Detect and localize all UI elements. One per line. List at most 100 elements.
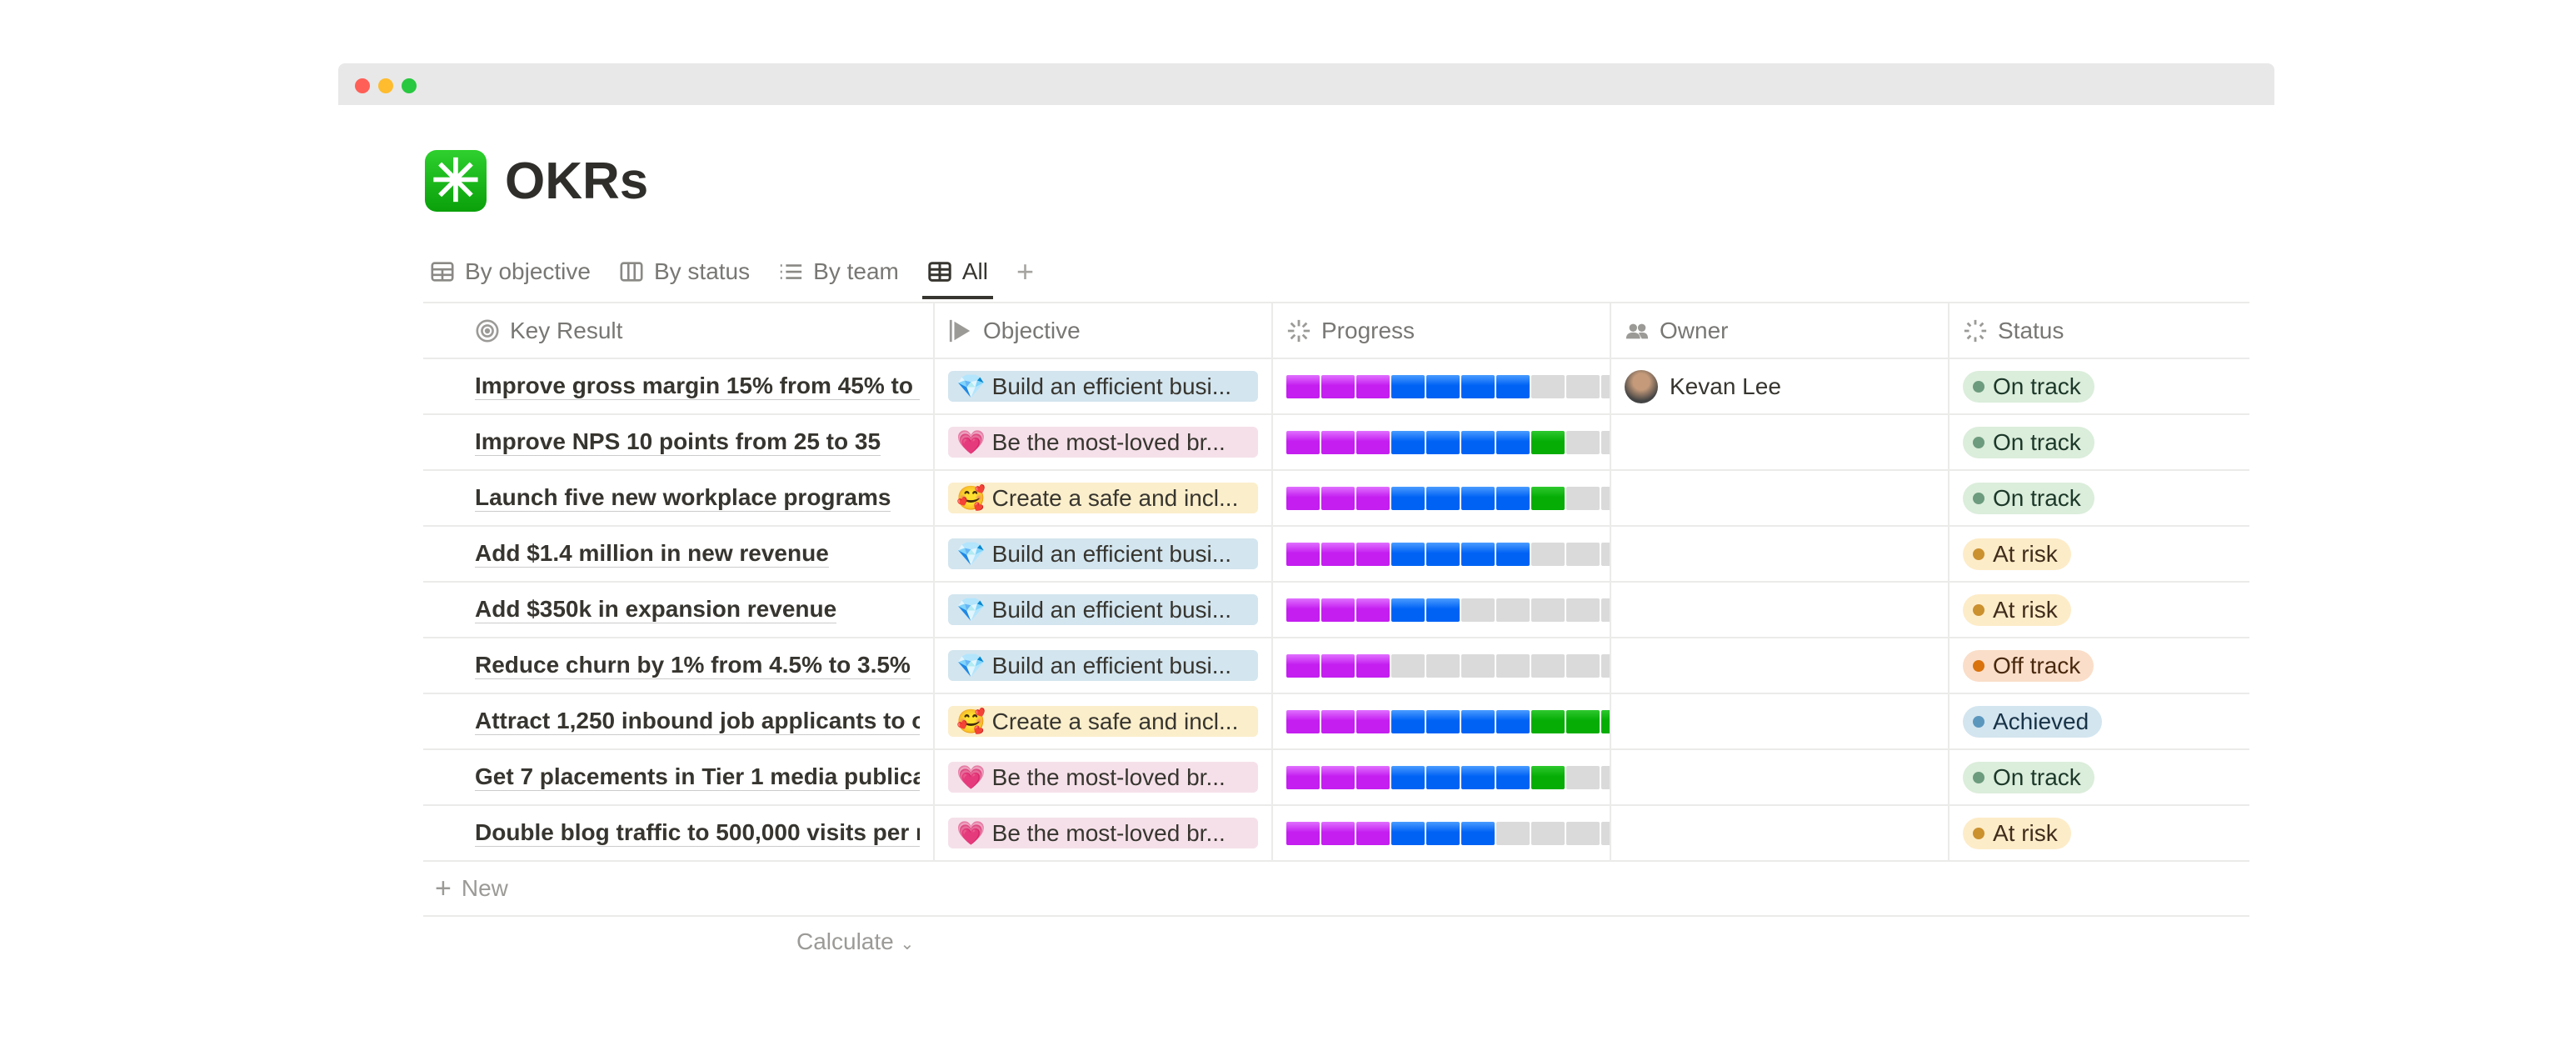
progress-block (1496, 374, 1530, 398)
objective-cell[interactable]: 🥰 Create a safe and incl... (935, 694, 1273, 748)
status-cell[interactable]: At risk (1949, 527, 2249, 581)
key-result-cell[interactable]: Get 7 placements in Tier 1 media publica… (423, 750, 935, 804)
table-row[interactable]: Improve NPS 10 points from 25 to 35 💗 Be… (423, 415, 2249, 471)
status-cell[interactable]: At risk (1949, 806, 2249, 860)
table-row[interactable]: Get 7 placements in Tier 1 media publica… (423, 750, 2249, 806)
status-badge[interactable]: On track (1963, 426, 2094, 458)
key-result-title[interactable]: Improve gross margin 15% from 45% to 60% (475, 373, 920, 400)
status-badge[interactable]: At risk (1963, 817, 2071, 849)
progress-block (1321, 709, 1355, 733)
key-result-cell[interactable]: Launch five new workplace programs (423, 471, 935, 525)
owner-cell[interactable] (1611, 415, 1949, 469)
key-result-cell[interactable]: Double blog traffic to 500,000 visits pe… (423, 806, 935, 860)
objective-relation-tag[interactable]: 💎 Build an efficient busi... (948, 538, 1258, 569)
page-title[interactable]: OKRs (505, 152, 649, 210)
relation-arrow-icon (949, 319, 971, 342)
key-result-cell[interactable]: Improve NPS 10 points from 25 to 35 (423, 415, 935, 469)
objective-relation-tag[interactable]: 💗 Be the most-loved br... (948, 818, 1258, 848)
status-badge[interactable]: Achieved (1963, 705, 2103, 738)
table-row[interactable]: Reduce churn by 1% from 4.5% to 3.5% 💎 B… (423, 638, 2249, 694)
tab-by-team[interactable]: By team (778, 247, 899, 297)
objective-cell[interactable]: 💗 Be the most-loved br... (935, 750, 1273, 804)
objective-cell[interactable]: 💎 Build an efficient busi... (935, 583, 1273, 637)
objective-cell[interactable]: 💎 Build an efficient busi... (935, 359, 1273, 413)
key-result-cell[interactable]: Add $350k in expansion revenue (423, 583, 935, 637)
board-icon (620, 262, 643, 282)
objective-relation-tag[interactable]: 💎 Build an efficient busi... (948, 594, 1258, 625)
owner-cell[interactable] (1611, 806, 1949, 860)
key-result-cell[interactable]: Add $1.4 million in new revenue (423, 527, 935, 581)
table-row[interactable]: Improve gross margin 15% from 45% to 60%… (423, 359, 2249, 415)
objective-cell[interactable]: 🥰 Create a safe and incl... (935, 471, 1273, 525)
owner-cell[interactable] (1611, 527, 1949, 581)
people-icon (1625, 323, 1649, 338)
objective-relation-tag[interactable]: 💗 Be the most-loved br... (948, 762, 1258, 793)
owner-cell[interactable] (1611, 638, 1949, 693)
eight-spoked-asterisk-icon[interactable]: ✳ (425, 150, 487, 212)
add-view-button[interactable]: + (1016, 254, 1034, 288)
key-result-cell[interactable]: Improve gross margin 15% from 45% to 60% (423, 359, 935, 413)
objective-cell[interactable]: 💎 Build an efficient busi... (935, 638, 1273, 693)
minimize-window-button[interactable] (378, 78, 393, 93)
owner-cell[interactable]: Kevan Lee (1611, 359, 1949, 413)
key-result-title[interactable]: Double blog traffic to 500,000 visits pe… (475, 819, 920, 847)
column-header-progress[interactable]: Progress (1273, 303, 1611, 358)
objective-relation-tag[interactable]: 💎 Build an efficient busi... (948, 371, 1258, 402)
calculate-button[interactable]: Calculate ⌄ (796, 928, 914, 955)
status-cell[interactable]: On track (1949, 750, 2249, 804)
progress-cell: 100% (1273, 694, 1611, 748)
table-row[interactable]: Add $350k in expansion revenue 💎 Build a… (423, 583, 2249, 638)
column-header-owner[interactable]: Owner (1611, 303, 1949, 358)
objective-cell[interactable]: 💎 Build an efficient busi... (935, 527, 1273, 581)
owner-cell[interactable] (1611, 583, 1949, 637)
status-badge[interactable]: On track (1963, 761, 2094, 793)
objective-relation-tag[interactable]: 💎 Build an efficient busi... (948, 650, 1258, 681)
status-cell[interactable]: On track (1949, 471, 2249, 525)
objective-cell[interactable]: 💗 Be the most-loved br... (935, 806, 1273, 860)
status-dot-icon (1973, 380, 1984, 393)
status-cell[interactable]: Off track (1949, 638, 2249, 693)
column-header-key-result[interactable]: Key Result (423, 303, 935, 358)
table-row[interactable]: Attract 1,250 inbound job applicants to … (423, 694, 2249, 750)
key-result-title[interactable]: Reduce churn by 1% from 4.5% to 3.5% (475, 652, 911, 679)
key-result-cell[interactable]: Attract 1,250 inbound job applicants to … (423, 694, 935, 748)
table-row[interactable]: Launch five new workplace programs 🥰 Cre… (423, 471, 2249, 527)
close-window-button[interactable] (355, 78, 370, 93)
progress-block (1566, 765, 1600, 789)
status-badge[interactable]: On track (1963, 482, 2094, 514)
column-header-objective[interactable]: Objective (935, 303, 1273, 358)
tab-all[interactable]: All (921, 247, 994, 299)
key-result-title[interactable]: Launch five new workplace programs (475, 484, 891, 512)
status-cell[interactable]: On track (1949, 359, 2249, 413)
objective-cell[interactable]: 💗 Be the most-loved br... (935, 415, 1273, 469)
table-row[interactable]: Double blog traffic to 500,000 visits pe… (423, 806, 2249, 862)
column-header-status[interactable]: Status (1949, 303, 2249, 358)
owner-cell[interactable] (1611, 694, 1949, 748)
progress-block (1391, 821, 1425, 845)
progress-block (1286, 821, 1320, 845)
key-result-cell[interactable]: Reduce churn by 1% from 4.5% to 3.5% (423, 638, 935, 693)
status-badge[interactable]: At risk (1963, 538, 2071, 570)
tab-by-objective[interactable]: By objective (430, 247, 591, 297)
status-badge[interactable]: On track (1963, 370, 2094, 403)
table-row[interactable]: Add $1.4 million in new revenue 💎 Build … (423, 527, 2249, 583)
key-result-title[interactable]: Attract 1,250 inbound job applicants to … (475, 708, 920, 735)
status-cell[interactable]: At risk (1949, 583, 2249, 637)
status-badge[interactable]: At risk (1963, 593, 2071, 626)
key-result-title[interactable]: Add $350k in expansion revenue (475, 596, 837, 623)
key-result-title[interactable]: Improve NPS 10 points from 25 to 35 (475, 428, 881, 456)
zoom-window-button[interactable] (402, 78, 417, 93)
objective-relation-tag[interactable]: 🥰 Create a safe and incl... (948, 483, 1258, 513)
add-new-row-button[interactable]: + New (423, 862, 2249, 917)
objective-relation-tag[interactable]: 🥰 Create a safe and incl... (948, 706, 1258, 737)
key-result-title[interactable]: Get 7 placements in Tier 1 media publica… (475, 763, 920, 791)
status-cell[interactable]: Achieved (1949, 694, 2249, 748)
owner-cell[interactable] (1611, 750, 1949, 804)
status-cell[interactable]: On track (1949, 415, 2249, 469)
key-result-title[interactable]: Add $1.4 million in new revenue (475, 540, 829, 568)
owner-cell[interactable] (1611, 471, 1949, 525)
objective-relation-tag[interactable]: 💗 Be the most-loved br... (948, 427, 1258, 458)
progress-block (1601, 821, 1610, 845)
tab-by-status[interactable]: By status (619, 247, 750, 297)
status-badge[interactable]: Off track (1963, 649, 2094, 682)
